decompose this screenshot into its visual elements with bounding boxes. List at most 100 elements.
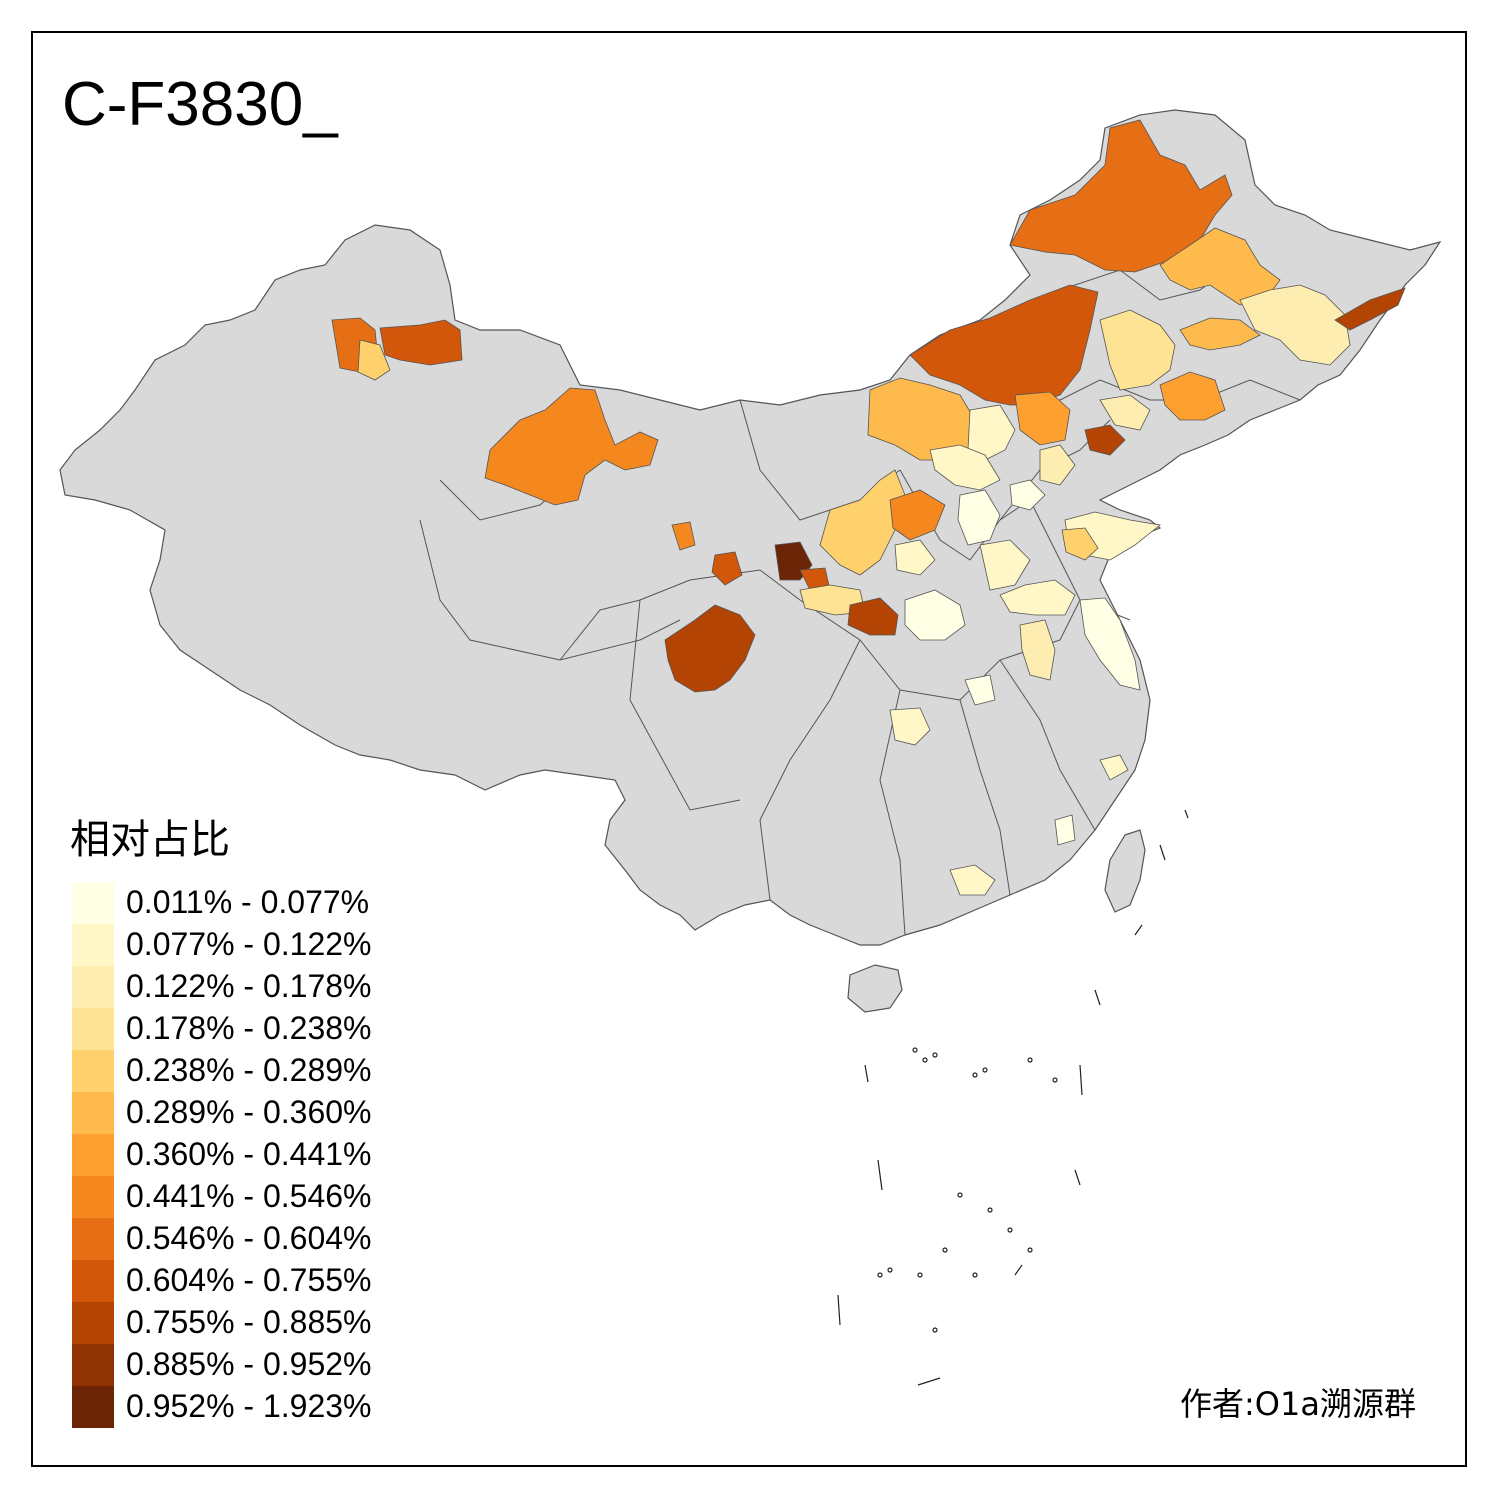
legend-label: 0.885% - 0.952% xyxy=(126,1346,372,1382)
island-dot xyxy=(1052,1077,1058,1083)
author-credit: 作者:O1a溯源群 xyxy=(1180,1385,1416,1423)
legend-item: 0.360% - 0.441% xyxy=(72,1134,412,1176)
region-area xyxy=(979,539,1031,591)
island-dot xyxy=(877,1272,883,1278)
island-dot xyxy=(917,1272,923,1278)
taiwan-land xyxy=(1104,829,1146,913)
map-title: C-F3830_ xyxy=(62,70,338,139)
region-area xyxy=(929,444,1001,491)
region-area xyxy=(1039,444,1076,486)
province-border xyxy=(629,599,741,811)
legend-label: 0.360% - 0.441% xyxy=(126,1136,372,1172)
island-dot xyxy=(942,1247,948,1253)
boundary-dash xyxy=(1184,809,1189,819)
legend-item: 0.122% - 0.178% xyxy=(72,966,412,1008)
legend-label: 0.755% - 0.885% xyxy=(126,1304,372,1340)
boundary-dash xyxy=(877,1159,883,1191)
island-dot xyxy=(932,1052,938,1058)
legend-label: 0.011% - 0.077% xyxy=(126,884,370,920)
region-area xyxy=(904,589,966,641)
island-dot xyxy=(887,1267,893,1273)
legend-item: 0.011% - 0.077% xyxy=(72,882,412,924)
legend-label: 0.441% - 0.546% xyxy=(126,1178,372,1214)
region-area xyxy=(1334,287,1406,331)
region-area xyxy=(711,551,743,586)
legend-label: 0.122% - 0.178% xyxy=(126,968,372,1004)
region-area xyxy=(909,284,1099,406)
legend-swatch xyxy=(72,1260,114,1302)
legend-swatch xyxy=(72,1134,114,1176)
region-area xyxy=(664,604,756,693)
legend-item: 0.077% - 0.122% xyxy=(72,924,412,966)
region-area xyxy=(1054,814,1076,846)
legend-label: 0.178% - 0.238% xyxy=(126,1010,372,1046)
legend-item: 0.238% - 0.289% xyxy=(72,1050,412,1092)
legend-label: 0.952% - 1.923% xyxy=(126,1388,372,1424)
region-area xyxy=(1014,391,1071,446)
region-area xyxy=(1079,597,1141,691)
region-area xyxy=(1084,424,1126,456)
region-area xyxy=(889,489,946,541)
region-area xyxy=(379,319,463,366)
province-border xyxy=(959,699,1011,896)
boundary-dash xyxy=(1159,844,1166,861)
legend-swatch xyxy=(72,1386,114,1428)
region-area xyxy=(1179,317,1261,351)
boundary-dash xyxy=(1134,924,1143,936)
island-dot xyxy=(1027,1247,1033,1253)
province-border xyxy=(1029,499,1081,641)
legend-title: 相对占比 xyxy=(70,817,230,863)
legend-item: 0.289% - 0.360% xyxy=(72,1092,412,1134)
region-area xyxy=(889,707,931,746)
boundary-dash xyxy=(1074,1169,1081,1186)
region-area xyxy=(1099,754,1129,781)
legend-item: 0.178% - 0.238% xyxy=(72,1008,412,1050)
province-border xyxy=(999,659,1096,831)
province-border xyxy=(559,569,801,661)
region-area xyxy=(894,539,936,576)
region-area xyxy=(357,339,391,381)
legend-swatch xyxy=(72,924,114,966)
island-dot xyxy=(1027,1057,1033,1063)
island-dot xyxy=(972,1072,978,1078)
legend-item: 0.885% - 0.952% xyxy=(72,1344,412,1386)
south-china-sea-islands xyxy=(837,809,1189,1386)
legend-swatch xyxy=(72,882,114,924)
island-dot xyxy=(972,1272,978,1278)
province-border xyxy=(879,689,906,936)
boundary-dash xyxy=(1079,1064,1083,1096)
legend-item: 0.952% - 1.923% xyxy=(72,1386,412,1428)
region-area xyxy=(999,579,1076,616)
legend-label: 0.546% - 0.604% xyxy=(126,1220,372,1256)
region-area xyxy=(1019,619,1056,681)
region-area xyxy=(957,489,1001,546)
province-border xyxy=(759,639,861,901)
region-area xyxy=(964,674,996,706)
legend-label: 0.289% - 0.360% xyxy=(126,1094,372,1130)
island-dot xyxy=(912,1047,918,1053)
hainan-land xyxy=(847,964,903,1013)
province-border xyxy=(799,599,1061,701)
region-layer xyxy=(331,119,1406,896)
boundary-dash xyxy=(837,1294,841,1326)
boundary-dash xyxy=(917,1377,941,1386)
region-area xyxy=(819,469,906,576)
region-area xyxy=(1099,309,1176,391)
legend-item: 0.546% - 0.604% xyxy=(72,1218,412,1260)
map-frame xyxy=(31,31,1467,1467)
legend-swatch xyxy=(72,1218,114,1260)
region-area xyxy=(1239,284,1351,366)
region-area xyxy=(847,597,899,636)
island-dot xyxy=(987,1207,993,1213)
region-area xyxy=(671,521,696,551)
boundary-dash xyxy=(1014,1264,1023,1276)
region-area xyxy=(1061,527,1099,561)
legend-item: 0.755% - 0.885% xyxy=(72,1302,412,1344)
legend-swatch xyxy=(72,966,114,1008)
boundary-dash xyxy=(1094,989,1101,1006)
legend-swatch xyxy=(72,1092,114,1134)
mainland-land xyxy=(59,109,1442,946)
region-area xyxy=(484,387,659,506)
boundary-dash xyxy=(864,1064,869,1083)
